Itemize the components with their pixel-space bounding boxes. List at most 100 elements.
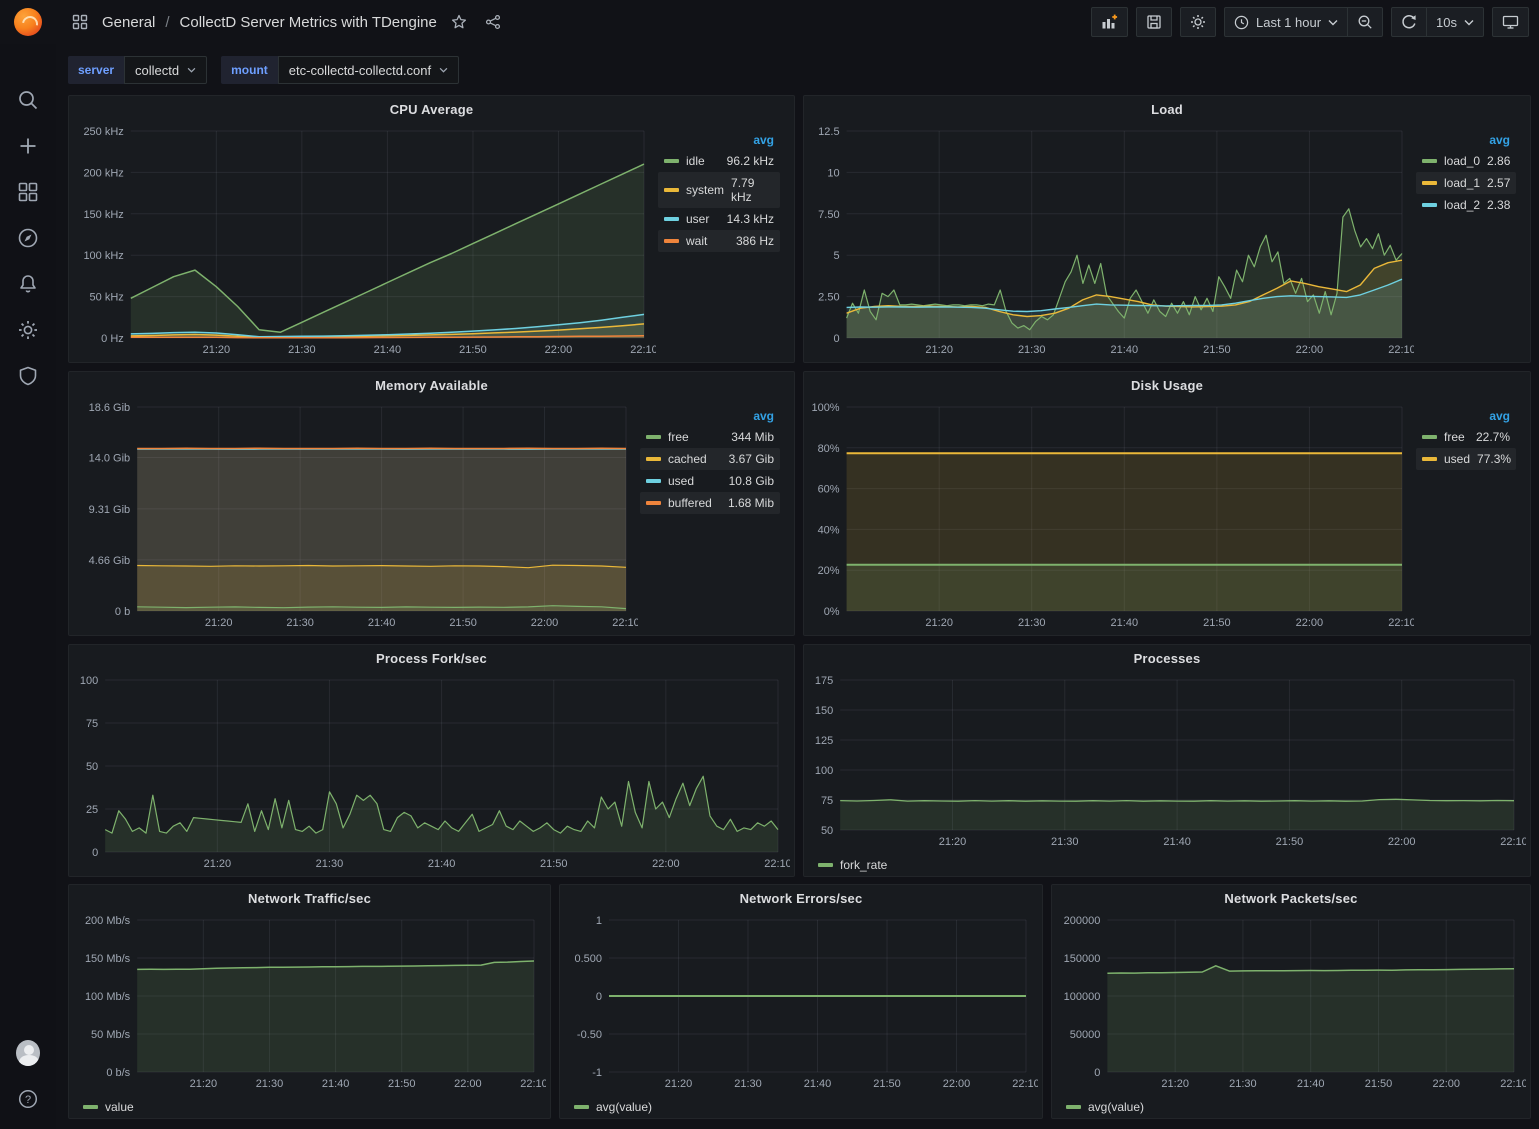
panel-title[interactable]: Memory Available [375, 377, 488, 393]
explore-compass-icon[interactable] [16, 226, 40, 250]
variable-mount-dropdown[interactable]: etc-collectd-collectd.conf [277, 56, 460, 84]
series-fill-free [846, 564, 1402, 611]
x-axis-tick: 21:40 [374, 344, 402, 356]
add-panel-button[interactable] [1090, 7, 1128, 37]
x-axis-tick: 22:00 [1296, 617, 1324, 629]
grafana-logo[interactable] [0, 8, 56, 36]
legend-item[interactable]: load_1 2.57 [1416, 172, 1516, 194]
legend-item[interactable]: used 10.8 Gib [640, 470, 780, 492]
series-fill-fork_rate [105, 776, 778, 852]
y-axis-tick: 200 kHz [83, 167, 123, 179]
x-axis-tick: 22:00 [1388, 836, 1416, 848]
panel-title[interactable]: Network Packets/sec [1224, 890, 1358, 906]
series-line-avg(value) [1107, 965, 1515, 974]
x-axis-tick: 22:00 [1296, 344, 1324, 356]
y-axis-tick: 14.0 Gib [89, 452, 131, 464]
series-line-fork_rate [840, 798, 1515, 802]
breadcrumb-separator: / [165, 13, 170, 31]
panel-title[interactable]: Disk Usage [1130, 377, 1204, 393]
time-range-picker[interactable]: Last 1 hour [1223, 7, 1349, 37]
legend-item[interactable]: free 344 Mib [640, 426, 780, 448]
variable-server-dropdown[interactable]: collectd [124, 56, 208, 84]
save-dashboard-button[interactable] [1135, 7, 1172, 37]
panel-processes: Processes 50 75 100 125 150 175 21:20 21:30 21:4… [803, 644, 1531, 877]
time-range-label: Last 1 hour [1255, 14, 1322, 30]
series-color-marker [646, 435, 661, 439]
legend-item[interactable]: value [83, 1100, 134, 1114]
legend-item[interactable]: load_2 2.38 [1416, 194, 1516, 216]
x-axis-tick: 21:40 [1297, 1078, 1325, 1090]
x-axis-tick: 21:40 [322, 1078, 350, 1090]
x-axis-tick: 21:30 [286, 617, 314, 629]
chart-net_traffic[interactable]: 0 b/s 50 Mb/s 100 Mb/s 150 Mb/s 200 Mb/s 21:2… [73, 911, 548, 1094]
x-axis-tick: 21:30 [1018, 344, 1046, 356]
panel-process-fork: Process Fork/sec 0 25 50 75 100 21:20 21:30 21:… [68, 644, 795, 877]
legend-item[interactable]: load_0 2.86 [1416, 150, 1516, 172]
variable-server-value: collectd [135, 62, 180, 78]
legend-value: 386 Hz [735, 234, 774, 248]
panel-title[interactable]: Network Traffic/sec [247, 890, 371, 906]
legend-item[interactable]: free 22.7% [1416, 426, 1516, 448]
search-icon[interactable] [16, 88, 40, 112]
dashboard-settings-button[interactable] [1179, 7, 1216, 37]
series-line-user [130, 313, 645, 338]
share-icon[interactable] [481, 10, 505, 34]
add-icon[interactable] [16, 134, 40, 158]
chart-net_errors[interactable]: -1 -0.50 0 0.500 1 21:20 21:30 21:40 21:50 22:00 2… [564, 911, 1039, 1094]
chart-disk_usage[interactable]: 0% 20% 40% 60% 80% 100% 21:20 21:30 21:40 21:50 22… [808, 398, 1415, 633]
x-axis-tick: 21:40 [1111, 617, 1139, 629]
breadcrumb-folder[interactable]: General [102, 13, 156, 31]
series-line-wait [130, 335, 645, 339]
chart-processes[interactable]: 50 75 100 125 150 175 21:20 21:30 21:40 21:50 22:0… [808, 671, 1528, 852]
legend-value: 3.67 Gib [728, 452, 774, 466]
y-axis-tick: 5 [833, 250, 839, 262]
legend-item[interactable]: user 14.3 kHz [658, 208, 780, 230]
legend-item[interactable]: wait 386 Hz [658, 230, 780, 252]
x-axis-tick: 22:10 [612, 617, 638, 629]
y-axis-tick: 200000 [1064, 915, 1101, 927]
x-axis-tick: 21:50 [1276, 836, 1304, 848]
legend-avg-header: avg [1489, 409, 1510, 423]
y-axis-tick: 50 kHz [90, 292, 124, 304]
chart-load[interactable]: 0 2.50 5 7.50 10 12.5 21:20 21:30 21:40 21:50 22:0… [808, 122, 1416, 360]
legend-item[interactable]: avg(value) [574, 1100, 652, 1114]
y-axis-tick: 4.66 Gib [89, 555, 131, 567]
x-axis-tick: 21:20 [190, 1078, 218, 1090]
variable-server: server collectd [68, 56, 208, 84]
x-axis-tick: 21:20 [203, 344, 231, 356]
user-avatar[interactable] [16, 1040, 40, 1066]
chart-process_fork[interactable]: 0 25 50 75 100 21:20 21:30 21:40 21:50 22:00 22:10 [73, 671, 792, 874]
chart-net_packets[interactable]: 0 50000 100000 150000 200000 21:20 21:30 21:40 2… [1056, 911, 1528, 1094]
legend-avg-header: avg [1489, 133, 1510, 147]
server-admin-shield-icon[interactable] [16, 364, 40, 388]
dashboards-icon[interactable] [16, 180, 40, 204]
legend-item[interactable]: fork_rate [818, 858, 887, 872]
panel-title[interactable]: CPU Average [389, 101, 474, 117]
legend-item[interactable]: buffered 1.68 Mib [640, 492, 780, 514]
panel-title[interactable]: Network Errors/sec [739, 890, 863, 906]
dashboard-title[interactable]: CollectD Server Metrics with TDengine [179, 13, 437, 31]
configuration-gear-icon[interactable] [16, 318, 40, 342]
legend-item[interactable]: avg(value) [1066, 1100, 1144, 1114]
chart-cpu_average[interactable]: 0 Hz 50 kHz 100 kHz 150 kHz 200 kHz 250 kHz 21… [73, 122, 657, 360]
legend-item[interactable]: idle 96.2 kHz [658, 150, 780, 172]
kiosk-mode-button[interactable] [1492, 7, 1529, 37]
refresh-button[interactable] [1391, 7, 1428, 37]
legend-item[interactable]: used 77.3% [1416, 448, 1516, 470]
panel-disk-usage: Disk Usage 0% 20% 40% 60% 80% 100% 21:20 21:30 2… [803, 371, 1531, 636]
refresh-interval-dropdown[interactable]: 10s [1427, 7, 1484, 37]
help-icon[interactable]: ? [16, 1087, 40, 1111]
y-axis-tick: 100000 [1064, 991, 1101, 1003]
panel-title[interactable]: Load [1151, 101, 1183, 117]
legend-label: buffered [668, 496, 712, 510]
y-axis-tick: 0 Hz [101, 333, 124, 345]
alerting-bell-icon[interactable] [16, 272, 40, 296]
chart-memory_available[interactable]: 0 b 4.66 Gib 9.31 Gib 14.0 Gib 18.6 Gib 21:20… [73, 398, 640, 633]
favorite-star-icon[interactable] [447, 10, 471, 34]
panel-title[interactable]: Processes [1133, 650, 1201, 666]
y-axis-tick: 80% [818, 443, 840, 455]
legend-item[interactable]: system 7.79 kHz [658, 172, 780, 208]
zoom-out-button[interactable] [1348, 7, 1384, 37]
legend-item[interactable]: cached 3.67 Gib [640, 448, 780, 470]
panel-title[interactable]: Process Fork/sec [376, 650, 487, 666]
